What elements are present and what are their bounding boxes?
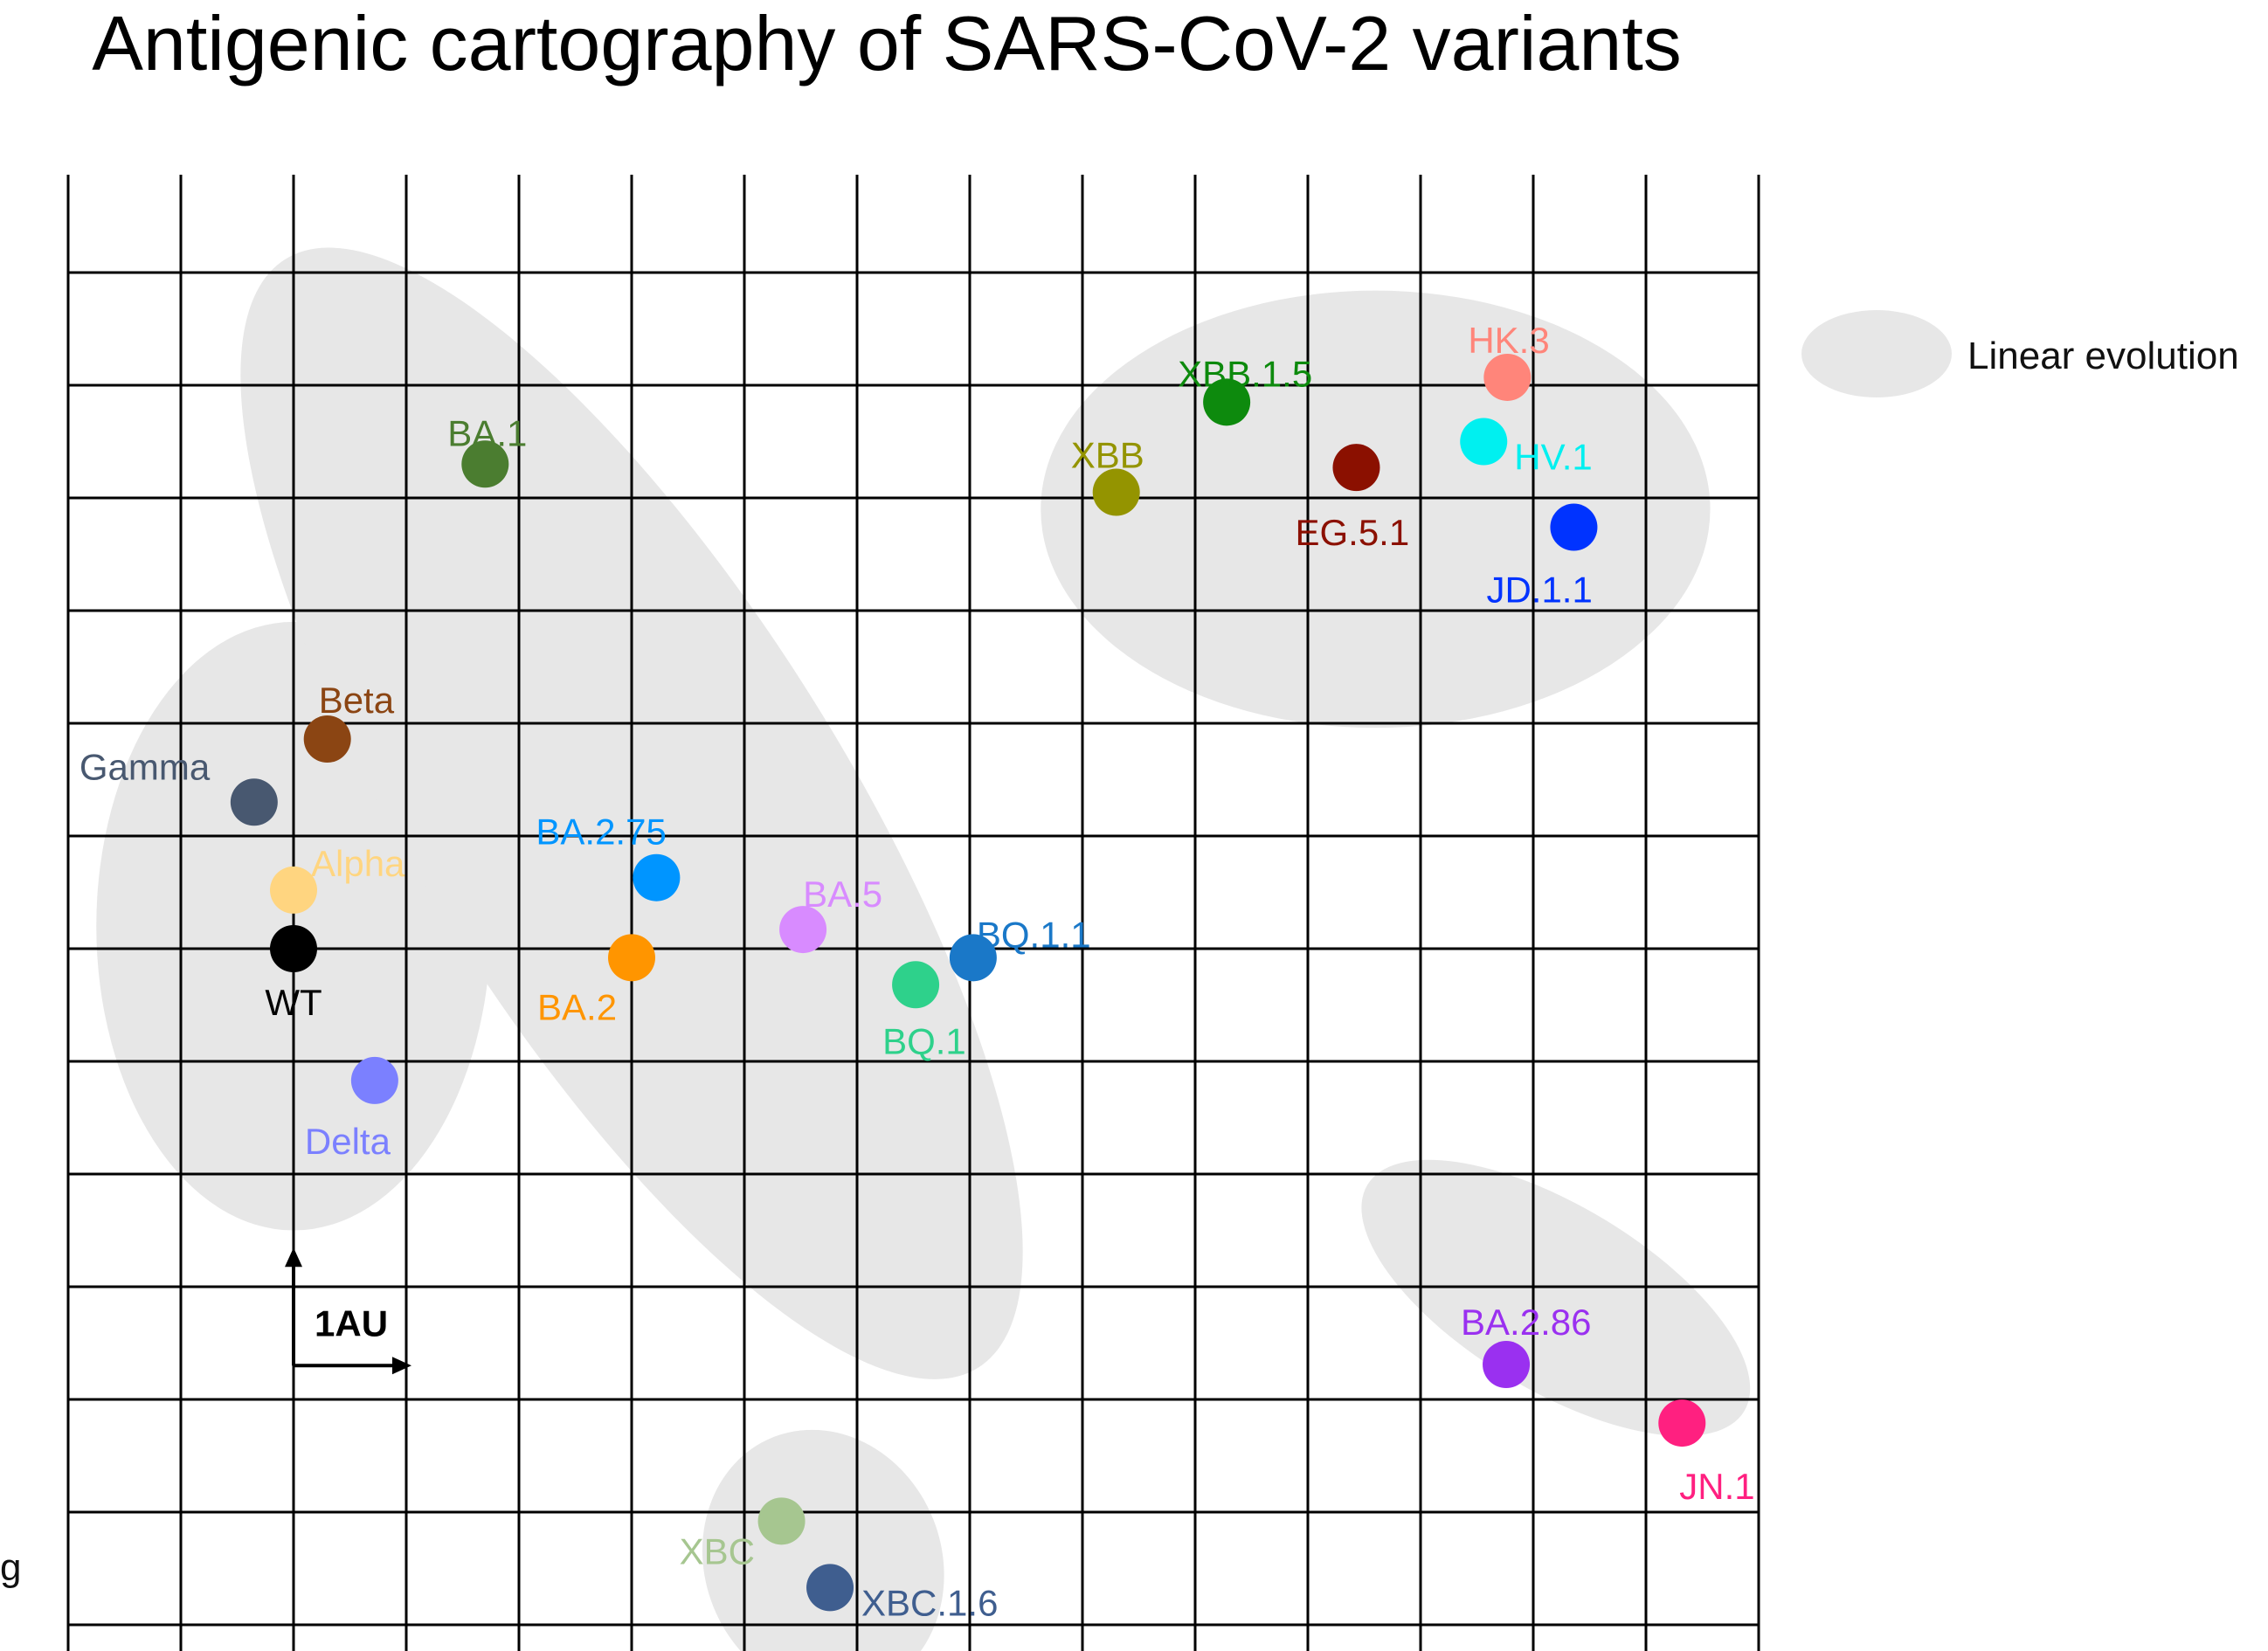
point-wt — [270, 925, 317, 972]
chart-title: Antigenic cartography of SARS-CoV-2 vari… — [92, 0, 1682, 86]
label-beta: Beta — [319, 680, 395, 721]
label-xbc-1-6: XBC.1.6 — [861, 1582, 998, 1623]
point-eg-5-1 — [1332, 444, 1380, 492]
point-hv-1 — [1460, 418, 1508, 466]
point-alpha — [270, 866, 317, 914]
scale-arrowhead-right — [392, 1357, 411, 1375]
label-ba-5: BA.5 — [803, 874, 882, 915]
evolution-groups — [96, 247, 1751, 1651]
label-hk-3: HK.3 — [1468, 320, 1549, 361]
point-xbc — [757, 1497, 806, 1545]
label-wt: WT — [265, 982, 322, 1023]
label-hv-1: HV.1 — [1514, 437, 1593, 478]
group-ellipse-xbc — [702, 1429, 944, 1651]
label-xbb: XBB — [1071, 435, 1144, 476]
label-xbb-1-5: XBB.1.5 — [1178, 353, 1312, 394]
point-jd-1-1 — [1550, 503, 1598, 551]
point-ba-2 — [608, 934, 655, 982]
label-ba-2: BA.2 — [537, 986, 617, 1027]
point-bq-1 — [892, 961, 940, 1009]
label-delta: Delta — [305, 1121, 391, 1162]
group-ellipse-xbb — [1041, 290, 1711, 729]
point-delta — [350, 1056, 398, 1104]
point-xbb — [1092, 468, 1140, 516]
group-ellipse-ba286 — [1361, 1159, 1751, 1437]
variant-labels: WT Alpha Beta Gamma Delta BA.1 BA.2 BA.2.75 BA.5… — [80, 320, 1755, 1623]
point-beta — [303, 715, 351, 763]
label-eg-5-1: EG.5.1 — [1295, 512, 1409, 553]
legend-swatch — [1801, 310, 1952, 397]
point-bq-1-1 — [949, 934, 997, 982]
point-xbc-1-6 — [806, 1564, 854, 1612]
scale-label: 1AU — [315, 1302, 388, 1344]
point-hk-3 — [1483, 353, 1532, 401]
label-jd-1-1: JD.1.1 — [1486, 570, 1592, 611]
point-ba-2-75 — [633, 853, 681, 901]
label-ba-2-86: BA.2.86 — [1461, 1302, 1591, 1343]
scale-arrowhead-up — [285, 1247, 302, 1268]
label-ba-2-75: BA.2.75 — [536, 812, 666, 853]
grid — [66, 175, 1760, 1651]
cropped-text-fragment: g — [0, 1546, 22, 1589]
label-ba-1: BA.1 — [447, 412, 527, 453]
point-ba-5 — [779, 906, 827, 954]
label-gamma: Gamma — [80, 746, 211, 787]
variant-points — [230, 353, 1706, 1612]
point-gamma — [230, 778, 278, 826]
legend-label: Linear evolution — [1967, 335, 2239, 377]
label-bq-1-1: BQ.1.1 — [977, 914, 1091, 955]
label-xbc: XBC — [680, 1530, 755, 1572]
point-xbb-1-5 — [1203, 378, 1251, 426]
label-alpha: Alpha — [311, 843, 405, 884]
label-jn-1: JN.1 — [1679, 1466, 1754, 1507]
point-ba-1 — [461, 440, 509, 488]
scale-bar: 1AU — [285, 1247, 411, 1375]
label-bq-1: BQ.1 — [882, 1020, 966, 1061]
point-ba-2-86 — [1483, 1341, 1531, 1389]
point-jn-1 — [1658, 1399, 1706, 1447]
